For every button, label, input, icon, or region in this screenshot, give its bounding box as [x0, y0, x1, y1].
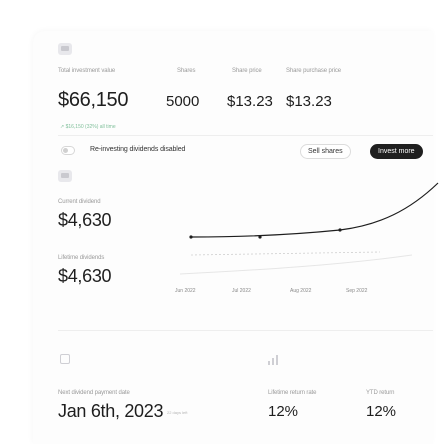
lifetime-return-label: Lifetime return rate	[268, 390, 317, 396]
wallet-icon	[58, 43, 72, 55]
wallet-icon	[58, 170, 72, 182]
shares-label: Shares	[177, 68, 196, 74]
chart-x-label: Jun 2022	[175, 288, 196, 294]
lifetime-dividends-label: Lifetime dividends	[58, 255, 105, 261]
current-dividend-label: Current dividend	[58, 199, 101, 205]
invest-more-button[interactable]: Invest more	[370, 144, 423, 159]
chart-x-label: Jul 2022	[232, 288, 251, 294]
chart-x-label: Sep 2022	[346, 288, 368, 294]
reinvest-toggle[interactable]	[61, 146, 75, 155]
bar-chart-icon	[268, 354, 280, 365]
sell-shares-button[interactable]: Sell shares	[300, 144, 351, 159]
ytd-return-value: 12%	[366, 403, 397, 420]
shares-value: 5000	[166, 93, 200, 110]
purchase-price-value: $13.23	[286, 93, 332, 110]
total-gain-text: ↗ $16,150 (32%) all time	[60, 124, 116, 130]
purchase-price-label: Share purchase price	[286, 68, 342, 74]
lifetime-return-value: 12%	[268, 403, 299, 420]
chart-x-label: Aug 2022	[290, 288, 312, 294]
reinvest-label: Re-investing dividends disabled	[90, 146, 186, 153]
next-payment-date: Jan 6th, 2023	[58, 401, 164, 421]
share-price-label: Share price	[232, 68, 262, 74]
current-dividend-value: $4,630	[58, 210, 112, 230]
ytd-return-label: YTD return	[366, 390, 395, 396]
total-value: $66,150	[58, 89, 129, 111]
lifetime-dividends-value: $4,630	[58, 266, 112, 286]
divider	[58, 135, 433, 136]
next-payment-label: Next dividend payment date	[58, 390, 130, 396]
next-payment-subtext: 22 days left	[167, 410, 188, 415]
calendar-icon	[60, 354, 70, 364]
total-value-label: Total investment value	[58, 68, 116, 74]
share-price-value: $13.23	[227, 93, 273, 110]
divider	[58, 330, 433, 331]
